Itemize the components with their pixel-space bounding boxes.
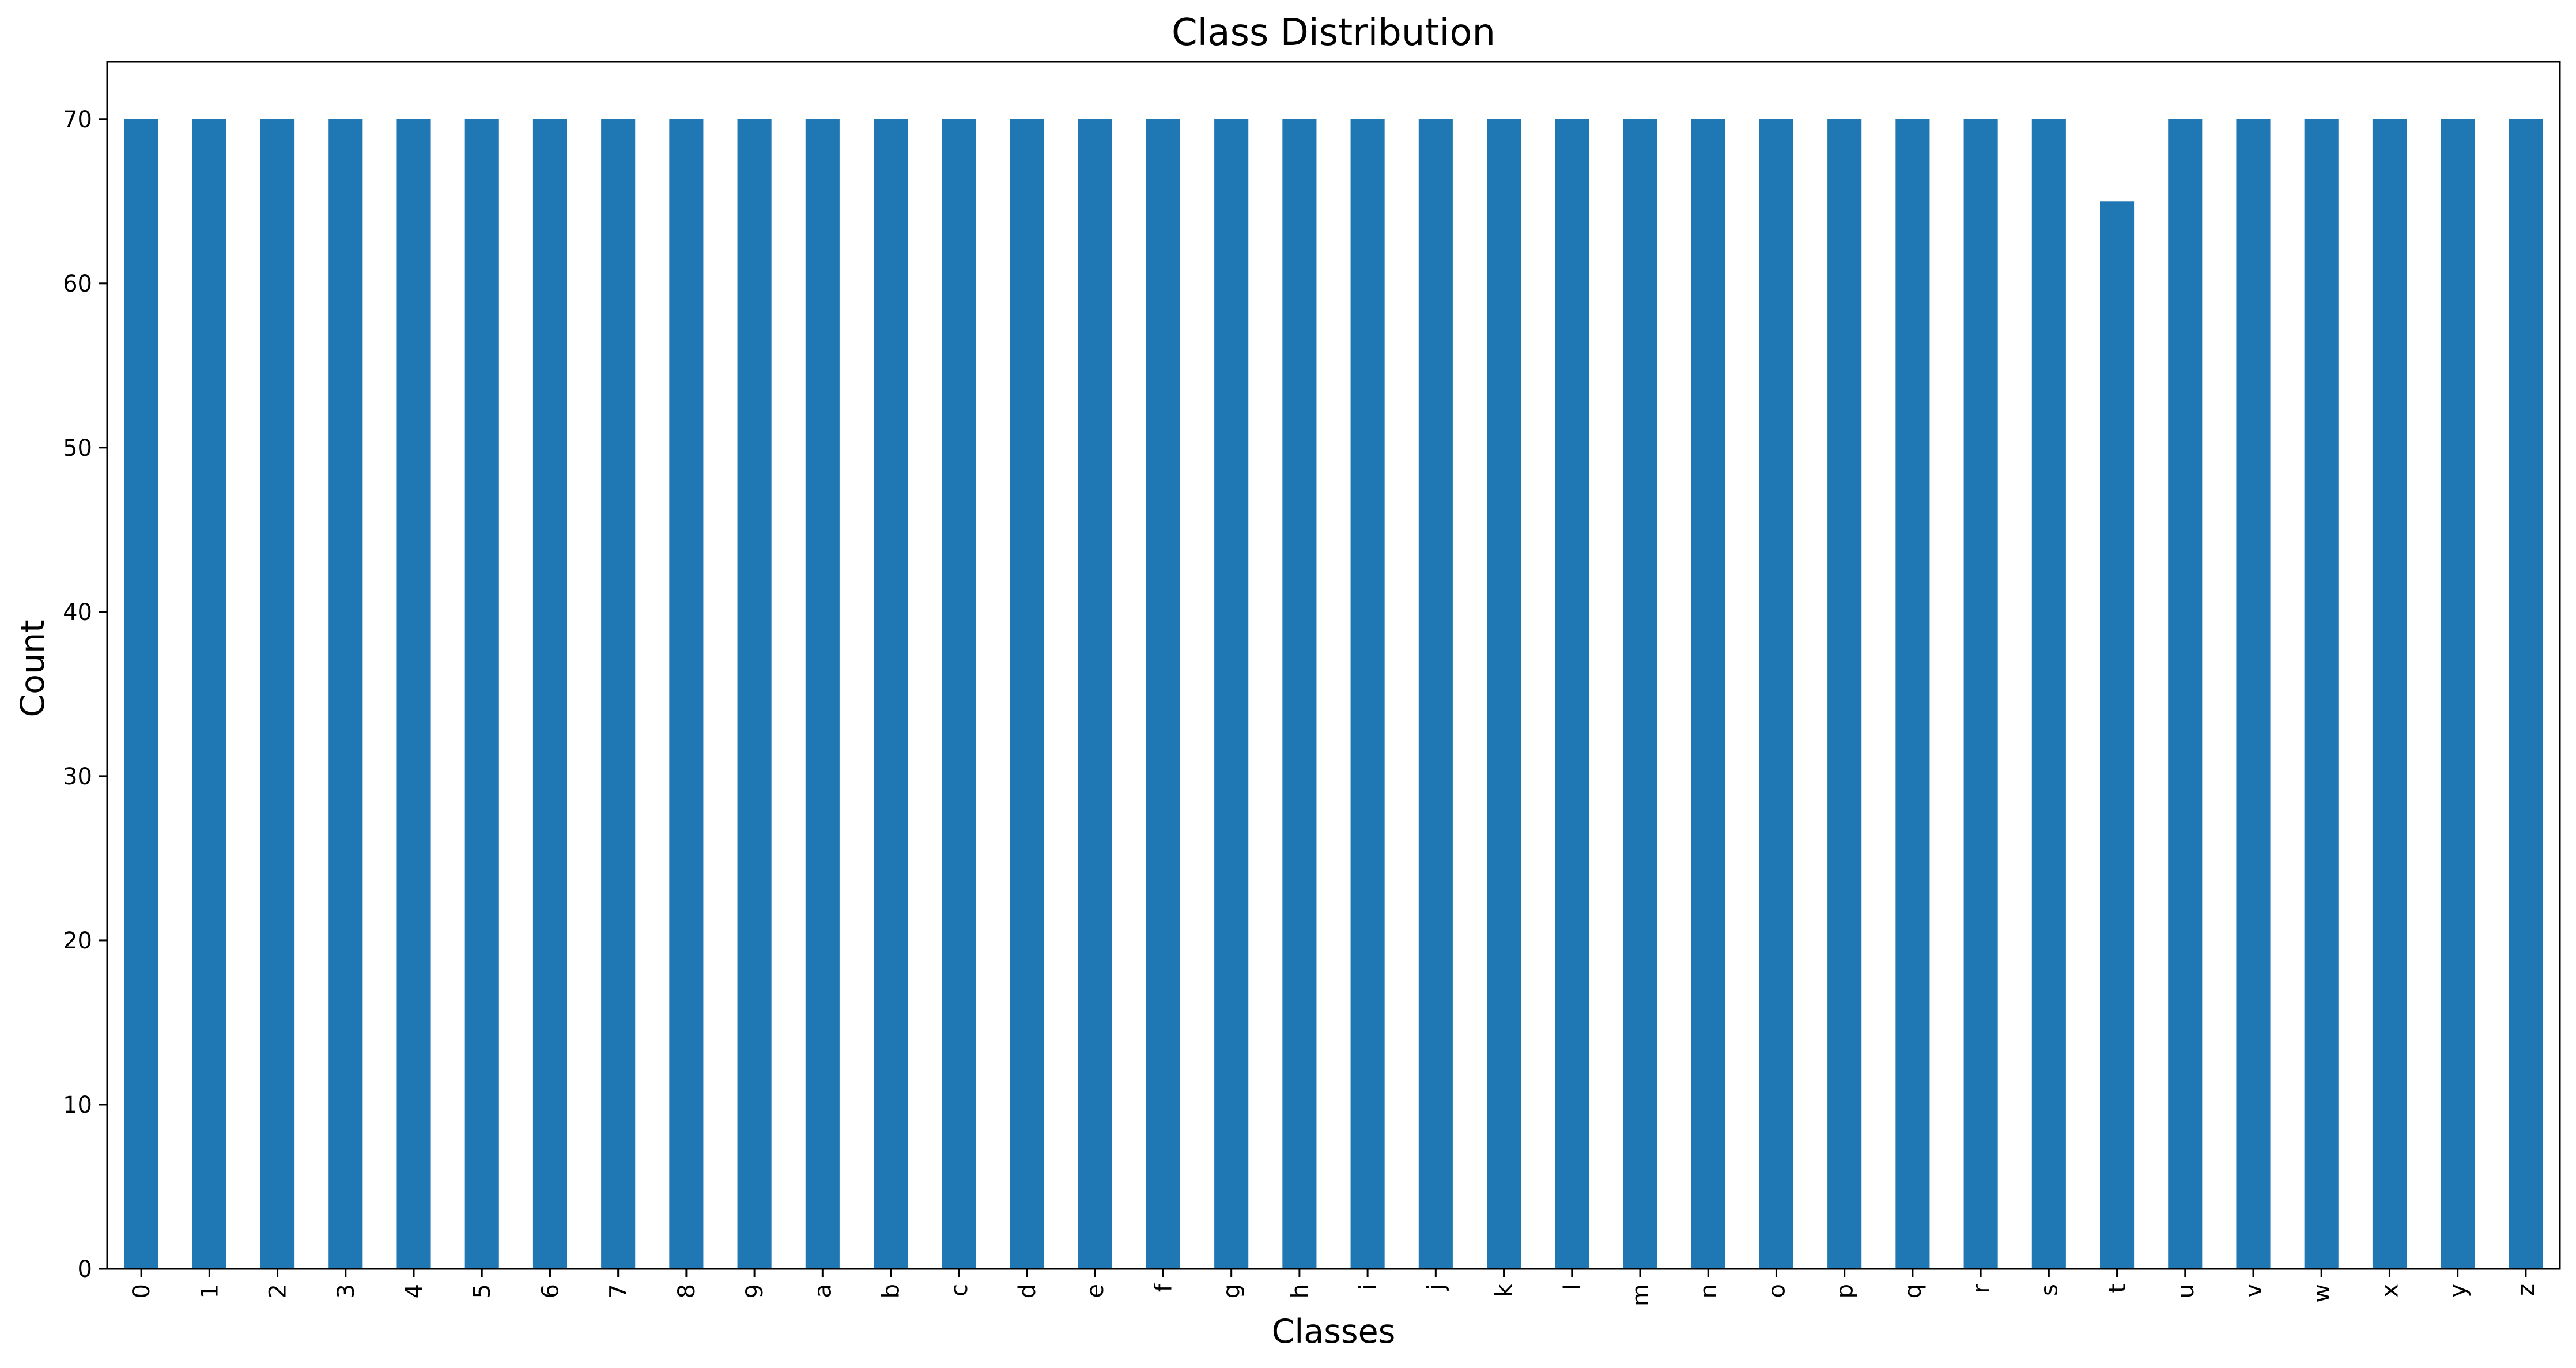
bar-y <box>2441 119 2475 1269</box>
x-axis-ticks: 0 1 2 3 4 5 6 7 8 9 a b c d e f g h i j k l m n o p q r s t u v w x y z <box>129 1269 2540 1306</box>
x-tick-label-9: 9 <box>742 1284 768 1298</box>
x-tick-label-6: 6 <box>537 1284 564 1298</box>
x-tick-label-0: 0 <box>129 1284 155 1298</box>
bar-1 <box>192 119 226 1269</box>
bar-z <box>2509 119 2543 1269</box>
bar-r <box>1963 119 1998 1269</box>
x-tick-label-h: h <box>1287 1284 1313 1298</box>
x-tick-label-3: 3 <box>333 1284 360 1298</box>
bar-w <box>2304 119 2339 1269</box>
x-tick-label-5: 5 <box>469 1284 496 1298</box>
bar-9 <box>737 119 772 1269</box>
x-tick-label-g: g <box>1219 1284 1245 1298</box>
bar-a <box>805 119 840 1269</box>
bar-0 <box>124 119 158 1269</box>
x-tick-label-x: x <box>2377 1284 2403 1298</box>
y-tick-label: 30 <box>63 764 92 790</box>
bar-2 <box>260 119 295 1269</box>
bar-b <box>874 119 908 1269</box>
bar-v <box>2236 119 2271 1269</box>
y-tick-label: 10 <box>63 1092 92 1118</box>
bar-s <box>2031 119 2066 1269</box>
bar-h <box>1282 119 1317 1269</box>
x-tick-label-l: l <box>1559 1284 1586 1290</box>
bars-group <box>124 119 2543 1269</box>
x-tick-label-a: a <box>810 1284 836 1298</box>
x-tick-label-j: j <box>1423 1284 1449 1291</box>
x-tick-label-4: 4 <box>401 1284 428 1298</box>
chart-title: Class Distribution <box>1172 12 1495 54</box>
bar-k <box>1487 119 1521 1269</box>
y-tick-label: 0 <box>78 1256 92 1283</box>
x-tick-label-d: d <box>1014 1284 1041 1298</box>
x-tick-label-p: p <box>1832 1284 1859 1298</box>
bar-u <box>2168 119 2203 1269</box>
bar-t <box>2100 201 2135 1269</box>
x-tick-label-t: t <box>2105 1284 2131 1293</box>
x-tick-label-m: m <box>1627 1284 1654 1306</box>
x-axis-label: Classes <box>1272 1313 1396 1351</box>
bar-3 <box>328 119 363 1269</box>
bar-c <box>942 119 976 1269</box>
x-tick-label-k: k <box>1491 1283 1518 1297</box>
x-tick-label-q: q <box>1900 1284 1927 1298</box>
x-tick-label-z: z <box>2513 1284 2540 1296</box>
x-tick-label-1: 1 <box>197 1284 223 1298</box>
x-tick-label-c: c <box>946 1284 973 1297</box>
x-tick-label-r: r <box>1968 1283 1995 1293</box>
y-tick-label: 40 <box>63 599 92 626</box>
bar-x <box>2372 119 2407 1269</box>
y-tick-label: 50 <box>63 435 92 462</box>
bar-d <box>1010 119 1044 1269</box>
bar-j <box>1418 119 1453 1269</box>
x-tick-label-s: s <box>2036 1284 2063 1296</box>
bar-o <box>1759 119 1793 1269</box>
y-axis-ticks: 0 10 20 30 40 50 60 70 <box>63 107 107 1283</box>
x-tick-label-i: i <box>1355 1284 1381 1290</box>
y-tick-label: 60 <box>63 271 92 297</box>
x-tick-label-y: y <box>2445 1284 2472 1298</box>
x-tick-label-8: 8 <box>674 1284 700 1298</box>
x-tick-label-v: v <box>2241 1284 2267 1298</box>
bar-6 <box>532 119 567 1269</box>
bar-4 <box>396 119 431 1269</box>
bar-g <box>1214 119 1249 1269</box>
y-axis-label: Count <box>14 619 52 717</box>
bar-5 <box>464 119 499 1269</box>
bar-p <box>1827 119 1862 1269</box>
x-tick-label-o: o <box>1763 1284 1790 1298</box>
x-tick-label-w: w <box>2309 1284 2335 1303</box>
x-tick-label-b: b <box>878 1284 905 1298</box>
axes-frame <box>106 61 2561 1270</box>
x-tick-label-n: n <box>1695 1284 1722 1298</box>
bar-i <box>1350 119 1385 1269</box>
bar-7 <box>601 119 636 1269</box>
bar-n <box>1691 119 1725 1269</box>
x-tick-label-7: 7 <box>606 1284 632 1298</box>
x-tick-label-e: e <box>1082 1284 1109 1298</box>
y-tick-label: 70 <box>63 107 92 133</box>
x-tick-label-2: 2 <box>265 1284 292 1298</box>
bar-l <box>1555 119 1589 1269</box>
y-tick-label: 20 <box>63 928 92 954</box>
bar-e <box>1078 119 1112 1269</box>
bar-m <box>1623 119 1657 1269</box>
x-tick-label-f: f <box>1150 1283 1177 1292</box>
bar-q <box>1895 119 1930 1269</box>
x-tick-label-u: u <box>2173 1284 2199 1298</box>
bar-8 <box>669 119 704 1269</box>
bar-f <box>1146 119 1180 1269</box>
